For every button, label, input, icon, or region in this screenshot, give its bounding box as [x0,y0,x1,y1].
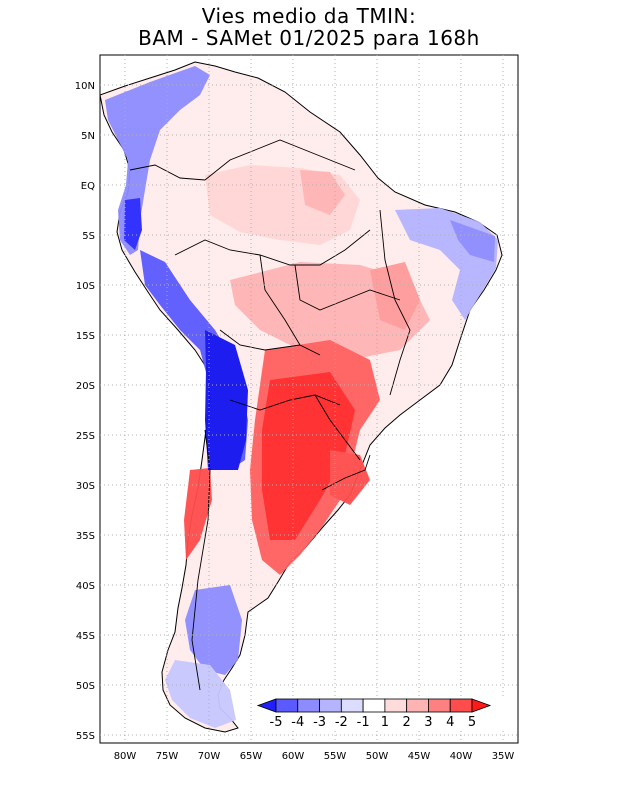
lat-label: 10S [76,281,95,292]
colorbar-label: 3 [424,715,432,730]
lon-label: 70W [198,751,221,762]
colorbar-swatch [449,698,473,713]
colorbar-label: -4 [291,715,304,730]
colorbar-label: 1 [381,715,389,730]
strong-cold-bolivia-chile [205,330,248,470]
lat-label: 50S [76,681,95,692]
colorbar-label: -2 [335,715,348,730]
colorbar-swatch [319,698,342,713]
lat-label: 55S [76,731,95,742]
colorbar-label: 5 [468,715,476,730]
lat-label: EQ [81,181,95,192]
warm-area-north [300,170,345,215]
colorbar-swatch [362,698,386,713]
lon-label: 80W [114,751,137,762]
lat-label: 25S [76,431,95,442]
lon-label: 35W [492,751,515,762]
colorbar-swatch [384,698,408,713]
lon-label: 55W [324,751,347,762]
colorbar-label: 4 [446,715,454,730]
border-argentina-paraguay [229,394,341,411]
strong-warm-core [262,372,355,540]
lat-label: 35S [76,531,95,542]
warm-area-northeast [370,262,420,330]
border-brazil-states-central [294,264,401,311]
cold-anomaly-fields [105,66,498,728]
lat-label: 5S [82,231,95,242]
lat-label: 40S [76,581,95,592]
border-brazil-states-east [379,209,411,396]
lon-label: 40W [450,751,473,762]
lon-label: 75W [156,751,179,762]
strong-cold-ecuador [124,198,142,250]
lat-label: 10N [75,81,95,92]
cold-area-ne-coast [450,220,495,262]
lon-label: 60W [282,751,305,762]
colorbar-swatch [297,698,320,713]
lat-label: 5N [81,131,95,142]
colorbar-labels: -5 -4 -3 -2 -1 1 2 3 4 5 [270,715,477,730]
border-paraguay-brazil [314,394,361,461]
lat-label: 15S [76,331,95,342]
longitude-axis: 80W 75W 70W 65W 60W 55W 50W 45W 40W 35W [114,751,515,762]
warm-area-chile-central [184,468,212,560]
colorbar-swatch [406,698,429,713]
border-brazil-north [174,229,371,266]
lat-label: 20S [76,381,95,392]
colorbar-swatch [275,698,299,713]
colorbar: -5 -4 -3 -2 -1 1 2 3 4 5 [253,697,515,730]
map-title-line2: BAM - SAMet 01/2025 para 168h [138,26,480,50]
colorbar-label: -5 [270,715,283,730]
colorbar-arrow-high [471,698,492,713]
graticule [100,55,518,743]
latitude-axis: 10N 5N EQ 5S 10S 15S 20S 25S 30S 35S 40S… [75,81,95,742]
border-guianas [204,139,356,181]
lon-label: 65W [240,751,263,762]
map-title-line1: Vies medio da TMIN: [201,4,417,28]
colorbar-swatches [256,698,492,713]
colorbar-label: -3 [313,715,326,730]
light-cold-tierra-del-fuego [165,660,236,728]
lon-label: 50W [366,751,389,762]
colorbar-swatch [340,698,364,713]
border-uruguay [321,454,371,491]
lat-label: 30S [76,481,95,492]
lon-label: 45W [408,751,431,762]
border-bolivia-brazil [259,254,321,356]
colorbar-swatch [428,698,451,713]
warm-area-uruguay [330,450,370,505]
map-content [100,55,518,743]
cold-area-patagonia [185,585,242,675]
colorbar-label: -1 [357,715,370,730]
border-bolivia-south [219,329,301,351]
lat-label: 45S [76,631,95,642]
colorbar-label: 2 [403,715,411,730]
